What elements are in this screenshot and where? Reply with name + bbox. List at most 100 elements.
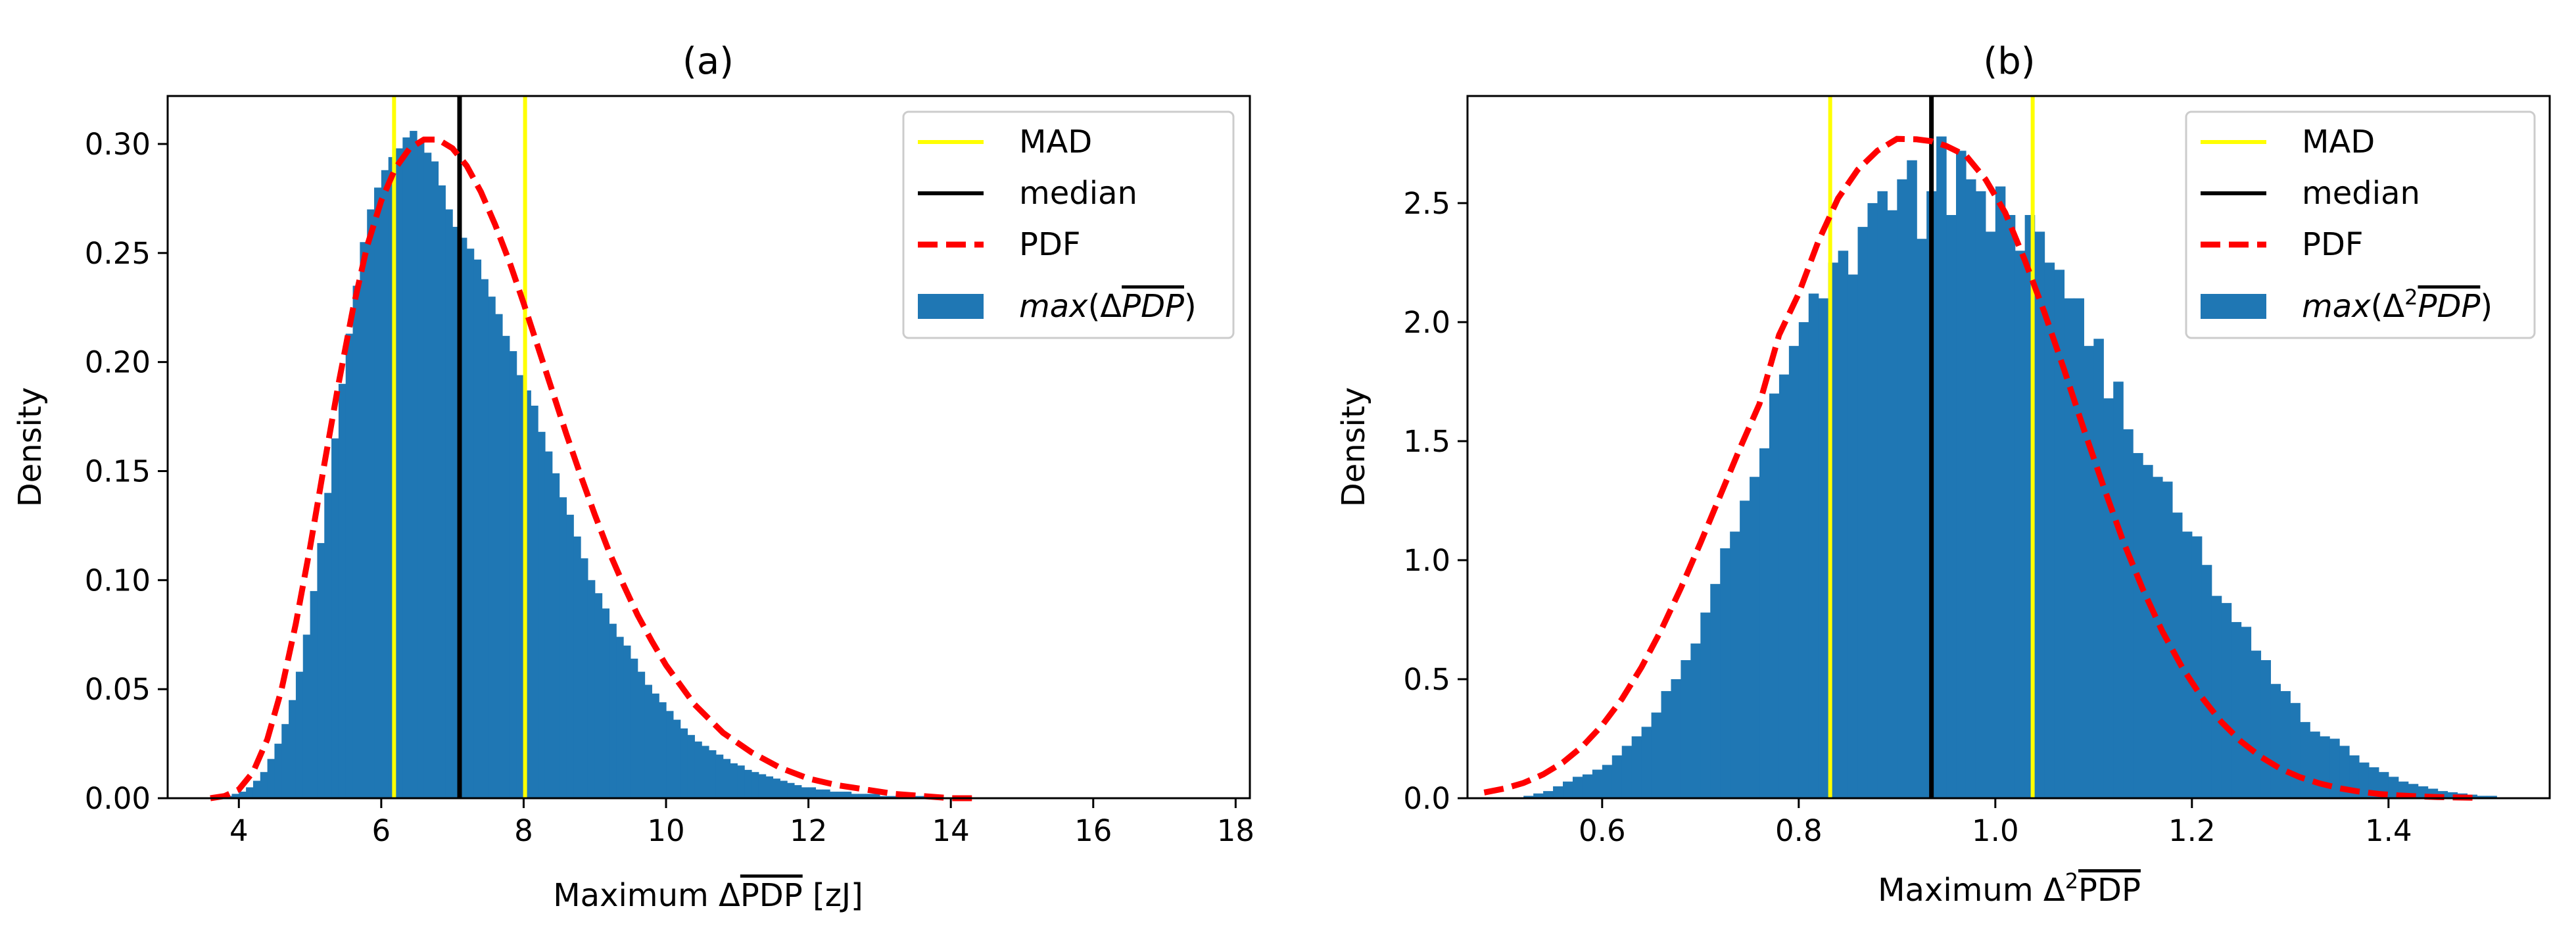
histogram-bar (737, 765, 745, 798)
legend-hist-swatch (918, 294, 984, 319)
histogram-bar (488, 297, 496, 798)
histogram-bar (872, 794, 880, 798)
histogram-bar (252, 780, 261, 798)
panel-a-pdf-curve (210, 136, 972, 801)
histogram-bar (2133, 453, 2143, 798)
y-tick-label: 1.0 (1403, 543, 1450, 578)
histogram-bar (2201, 565, 2212, 798)
histogram-bar (267, 759, 275, 798)
histogram-bar (830, 792, 838, 798)
histogram-bar (2211, 596, 2222, 798)
histogram-bar (1533, 793, 1544, 798)
panel-a-title: (a) (682, 40, 734, 83)
histogram-bar (1553, 786, 1563, 798)
histogram-bar (516, 375, 525, 798)
histogram-bar (417, 141, 425, 798)
histogram-bar (566, 514, 574, 798)
histogram-bar (2231, 622, 2242, 798)
x-tick-label: 0.8 (1775, 813, 1823, 848)
panel-b-histogram (1523, 136, 2497, 799)
histogram-bar (1611, 755, 1623, 798)
histogram-bar (381, 170, 389, 798)
histogram-bar (302, 634, 311, 798)
histogram-bar (239, 792, 247, 798)
histogram-bar (2074, 298, 2084, 799)
legend-pdf-label: PDF (1019, 226, 1081, 263)
histogram-bar (310, 590, 318, 798)
histogram-bar (509, 351, 517, 798)
histogram-bar (1750, 477, 1760, 798)
histogram-bar (538, 431, 546, 798)
histogram-bar (410, 131, 417, 798)
histogram-bar (581, 558, 588, 798)
histogram-bar (438, 185, 446, 798)
y-tick-label: 0.15 (85, 454, 151, 489)
panel-a-x-axis: 4 6 8 10 12 14 16 18 (229, 798, 1254, 848)
histogram-bar (865, 794, 873, 798)
histogram-bar (623, 645, 631, 798)
histogram-bar (2103, 398, 2114, 798)
histogram-bar (659, 702, 667, 798)
histogram-bar (1975, 191, 1986, 798)
histogram-bar (2477, 796, 2487, 798)
histogram-bar (1887, 210, 1897, 798)
histogram-bar (709, 750, 717, 798)
histogram-bar (2221, 603, 2232, 798)
panel-b-reference-lines (1828, 96, 2035, 798)
histogram-bar (338, 383, 346, 798)
histogram-bar (2005, 215, 2016, 798)
histogram-bar (1621, 746, 1633, 798)
histogram-bar (374, 187, 382, 798)
histogram-bar (1602, 765, 1613, 798)
panel-b-x-axis: 0.6 0.8 1.0 1.2 1.4 (1579, 798, 2412, 848)
histogram-bar (808, 787, 817, 798)
histogram-bar (794, 785, 802, 798)
histogram-bar (844, 792, 852, 798)
histogram-bar (423, 153, 432, 799)
histogram-bar (2320, 736, 2330, 798)
histogram-bar (758, 774, 767, 798)
histogram-bar (1651, 712, 1662, 798)
histogram-bar (2054, 270, 2065, 798)
y-tick-label: 2.5 (1403, 186, 1450, 221)
y-tick-label: 0.25 (85, 236, 151, 271)
histogram-bar (1690, 643, 1701, 798)
histogram-bar (260, 772, 268, 798)
histogram-bar (1897, 179, 1907, 799)
histogram-bar (573, 536, 581, 798)
histogram-bar (858, 794, 866, 798)
panel-a-y-label: Density (12, 387, 49, 507)
panel-b-legend-box (2185, 110, 2536, 339)
x-tick-label: 4 (229, 813, 249, 848)
histogram-bar (2290, 703, 2301, 798)
histogram-bar (1681, 660, 1691, 798)
histogram-bar (1523, 796, 1534, 798)
histogram-bar (2034, 231, 2045, 798)
legend-hist-swatch (2201, 294, 2266, 319)
histogram-bar (602, 608, 609, 798)
histogram-bar (445, 209, 453, 799)
panel-b-frame (1466, 95, 2551, 800)
histogram-bar (2300, 722, 2310, 798)
histogram-bar (395, 148, 403, 799)
histogram-bar (1788, 346, 1800, 798)
histogram-bar (836, 792, 845, 798)
panel-b-pdf-curve (1483, 135, 2477, 801)
histogram-bar (2251, 650, 2262, 798)
histogram-bar (1956, 151, 1967, 798)
histogram-bar (431, 161, 439, 798)
panel-b-x-label: Maximum Δ2PDP (1878, 869, 2141, 909)
histogram-bar (730, 763, 738, 798)
histogram-bar (295, 671, 304, 798)
legend-median-label: median (2302, 175, 2420, 212)
histogram-bar (481, 279, 489, 798)
histogram-bar (281, 724, 289, 798)
x-tick-label: 16 (1074, 813, 1112, 848)
histogram-bar (587, 580, 596, 798)
histogram-bar (1808, 293, 1819, 798)
histogram-bar (1700, 612, 1711, 798)
panel-b-y-axis: 0.0 0.5 1.0 1.5 2.0 2.5 (1403, 186, 1467, 816)
histogram-bar (673, 719, 681, 798)
histogram-bar (744, 769, 752, 798)
histogram-bar (231, 794, 239, 798)
